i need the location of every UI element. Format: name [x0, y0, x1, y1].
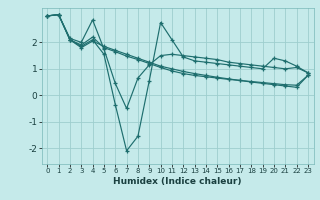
X-axis label: Humidex (Indice chaleur): Humidex (Indice chaleur) — [113, 177, 242, 186]
